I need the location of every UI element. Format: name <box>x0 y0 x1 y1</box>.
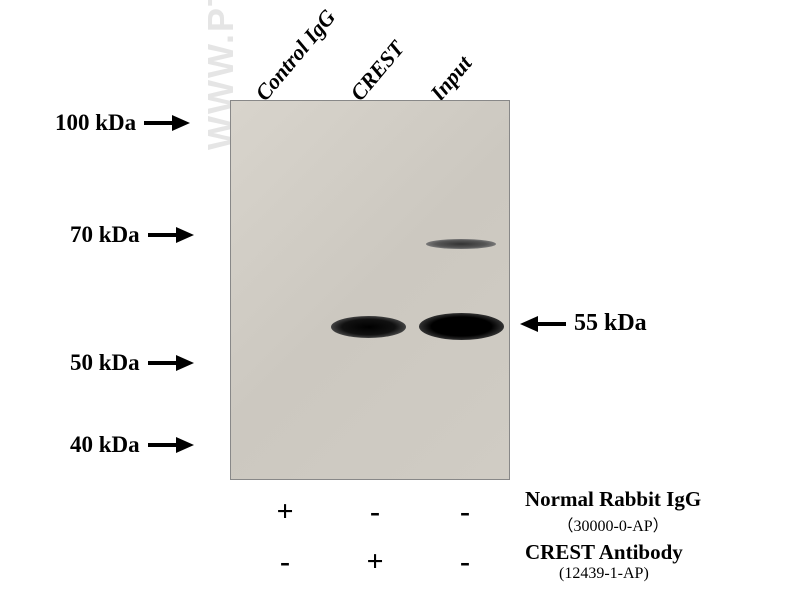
treatment-label-main: Normal Rabbit IgG <box>525 487 701 512</box>
mw-text-70: 70 kDa <box>70 222 140 248</box>
arrow-line-icon <box>144 121 172 125</box>
mw-text-40: 40 kDa <box>70 432 140 458</box>
arrow-right-icon <box>176 355 194 371</box>
arrow-right-icon <box>176 437 194 453</box>
arrow-line-icon <box>148 443 176 447</box>
arrow-line-icon <box>148 361 176 365</box>
arrow-right-icon <box>176 227 194 243</box>
treatment-label-igg: Normal Rabbit IgG （30000-0-AP） <box>525 487 701 536</box>
treatment-symbol: - <box>240 545 330 579</box>
arrow-line-icon <box>538 322 566 326</box>
treatment-symbol: + <box>240 495 330 529</box>
treatment-row-igg: + - - <box>240 495 510 529</box>
treatment-symbol: - <box>330 495 420 529</box>
treatment-label-main: CREST Antibody <box>525 540 683 565</box>
lane-label-input: Input <box>425 51 477 106</box>
mw-marker-70: 70 kDa <box>70 222 194 248</box>
mw-marker-50: 50 kDa <box>70 350 194 376</box>
blot-membrane <box>230 100 510 480</box>
treatment-symbol: + <box>330 545 420 579</box>
treatment-label-crest: CREST Antibody (12439-1-AP) <box>525 540 683 583</box>
lane-label-control: Control IgG <box>250 5 341 106</box>
band-70kda-input <box>426 239 496 249</box>
arrow-left-icon <box>520 316 538 332</box>
result-band-marker: 55 kDa <box>520 310 647 337</box>
treatment-symbol: - <box>420 495 510 529</box>
lane-label-crest: CREST <box>345 36 410 106</box>
arrow-line-icon <box>148 233 176 237</box>
arrow-right-icon <box>172 115 190 131</box>
treatment-row-crest: - + - <box>240 545 510 579</box>
band-55kda-input <box>419 313 504 340</box>
band-55kda-crest <box>331 316 406 338</box>
treatment-label-sub: （30000-0-AP） <box>525 512 701 536</box>
mw-marker-100: 100 kDa <box>55 110 190 136</box>
western-blot-figure: WWW.PTGLAB.COM Control IgG CREST Input 1… <box>0 0 800 600</box>
mw-text-100: 100 kDa <box>55 110 136 136</box>
result-band-text: 55 kDa <box>574 310 647 337</box>
treatment-label-sub: (12439-1-AP) <box>525 565 683 583</box>
mw-text-50: 50 kDa <box>70 350 140 376</box>
treatment-symbol: - <box>420 545 510 579</box>
mw-marker-40: 40 kDa <box>70 432 194 458</box>
